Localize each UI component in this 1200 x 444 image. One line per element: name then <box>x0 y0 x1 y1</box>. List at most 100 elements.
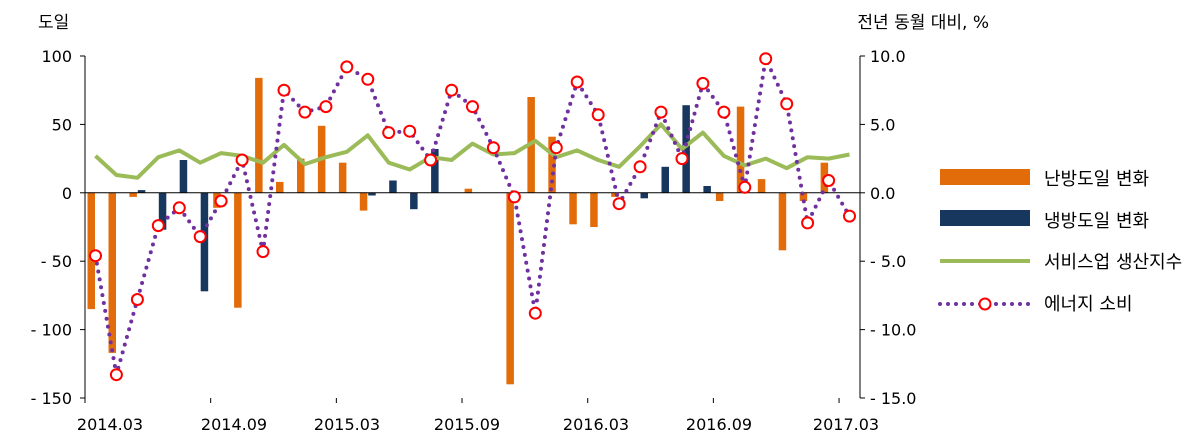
energy-point <box>612 197 626 211</box>
axes-layer: 100 50 0 - 50 - 100 - 150 10.0 5.0 0.0 - 5.0 - 10.… <box>31 47 917 434</box>
energy-point <box>801 216 815 230</box>
x-tick-label: 2017.03 <box>813 415 879 434</box>
energy-point <box>717 105 731 119</box>
cooling-degree-bar <box>431 149 439 193</box>
heating-degree-bar <box>108 192 116 353</box>
heating-degree-bar <box>338 162 347 193</box>
energy-point <box>654 105 668 119</box>
left-tick-label: - 50 <box>41 252 72 271</box>
x-tick-label: 2014.03 <box>77 415 143 434</box>
energy-point <box>738 180 752 194</box>
energy-point <box>382 126 396 140</box>
energy-point <box>361 72 375 86</box>
energy-point <box>633 160 647 174</box>
energy-point <box>759 52 773 66</box>
cooling-degree-bar <box>410 192 418 210</box>
heating-degree-bar <box>778 192 787 251</box>
energy-point <box>675 152 689 166</box>
left-tick-label: 0 <box>62 184 72 203</box>
line-layer <box>89 51 856 382</box>
energy-point <box>424 153 438 167</box>
x-tick-label: 2016.03 <box>563 415 629 434</box>
energy-point <box>193 230 207 244</box>
energy-point <box>340 60 354 74</box>
left-tick-label: 50 <box>52 115 72 134</box>
legend-swatch-heating <box>940 169 1030 185</box>
heating-degree-bar <box>757 179 766 193</box>
x-tick-label: 2014.09 <box>201 415 267 434</box>
cooling-degree-bar <box>661 166 669 193</box>
cooling-degree-bar <box>200 192 209 292</box>
energy-point <box>486 141 500 155</box>
legend-swatch-cooling <box>940 210 1030 226</box>
energy-point <box>591 108 605 122</box>
heating-degree-bar <box>359 192 368 211</box>
legend-label-energy: 에너지 소비 <box>1044 294 1133 315</box>
left-axis-label: 도일 <box>38 13 69 33</box>
energy-point <box>696 76 710 90</box>
heating-degree-bar <box>234 192 242 308</box>
x-tick-label: 2015.03 <box>314 415 380 434</box>
energy-point <box>403 124 417 138</box>
right-tick-label: - 10.0 <box>870 321 916 340</box>
heating-degree-bar <box>715 192 724 201</box>
cooling-degree-bar <box>389 180 397 193</box>
energy-point <box>172 201 186 215</box>
cooling-degree-bar <box>640 192 648 199</box>
energy-point <box>319 100 333 114</box>
cooling-degree-bar <box>158 192 167 230</box>
energy-point <box>507 190 521 204</box>
left-tick-label: - 100 <box>31 321 72 340</box>
energy-point <box>528 306 542 320</box>
left-tick-label: 100 <box>41 47 72 66</box>
heating-degree-bar <box>464 188 473 193</box>
energy-point <box>822 174 836 187</box>
right-tick-label: - 5.0 <box>870 252 906 271</box>
right-tick-label: 5.0 <box>870 115 895 134</box>
energy-point <box>466 100 479 114</box>
energy-point <box>445 83 459 97</box>
energy-point <box>549 141 563 155</box>
legend-label-heating: 난방도일 변화 <box>1044 169 1149 190</box>
energy-point <box>277 83 291 97</box>
right-tick-label: - 15.0 <box>870 389 916 408</box>
heating-degree-bar <box>129 192 137 197</box>
heating-degree-bar <box>590 192 598 227</box>
cooling-degree-bar <box>179 160 188 193</box>
heating-degree-bar <box>548 136 556 193</box>
energy-point <box>151 219 165 233</box>
energy-point <box>256 245 270 259</box>
heating-degree-bar <box>569 192 577 225</box>
cooling-degree-bar <box>703 186 711 193</box>
energy-point <box>130 293 144 306</box>
service-production-line <box>94 122 850 180</box>
legend-marker-energy <box>978 297 992 311</box>
energy-point <box>780 97 794 111</box>
legend-label-cooling: 냉방도일 변화 <box>1044 211 1149 232</box>
right-axis-label: 전년 동월 대비, % <box>857 13 989 33</box>
energy-point <box>298 105 312 119</box>
x-tick-label: 2016.09 <box>686 415 752 434</box>
energy-point <box>570 75 584 89</box>
heating-degree-bar <box>276 181 284 193</box>
cooling-degree-bar <box>137 190 146 193</box>
energy-point <box>843 209 856 223</box>
heating-degree-bar <box>611 192 619 197</box>
cooling-degree-bar <box>368 192 376 196</box>
energy-point <box>109 368 123 382</box>
legend-label-service: 서비스업 생산지수 <box>1044 252 1182 273</box>
energy-point <box>235 153 249 167</box>
heating-degree-bar <box>255 77 263 193</box>
heating-degree-bar <box>799 192 808 201</box>
right-tick-label: 0.0 <box>870 184 895 203</box>
energy-point <box>89 249 102 263</box>
heating-degree-bar <box>506 192 514 385</box>
energy-point <box>214 194 228 208</box>
right-tick-label: 10.0 <box>870 47 906 66</box>
left-tick-label: - 150 <box>31 389 72 408</box>
heating-degree-bar <box>297 158 305 193</box>
heating-degree-bar <box>736 106 745 193</box>
